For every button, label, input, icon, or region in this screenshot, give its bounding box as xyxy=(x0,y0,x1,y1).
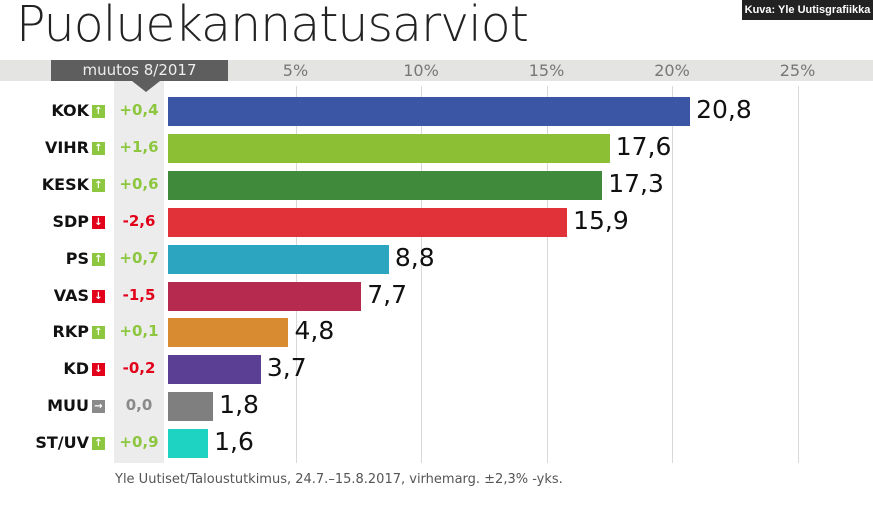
x-tick-label: 20% xyxy=(654,61,690,80)
change-value: 0,0 xyxy=(125,396,153,415)
bar xyxy=(168,133,610,163)
party-label: VAS xyxy=(53,285,89,305)
bar-value-label: 17,6 xyxy=(615,131,672,161)
party-label: SDP xyxy=(52,211,89,231)
party-label: PS xyxy=(65,248,89,268)
change-value: -2,6 xyxy=(122,211,156,230)
bar-value-label: 20,8 xyxy=(696,95,752,124)
bar xyxy=(168,318,289,348)
image-credit: Kuva: Yle Uutisgrafiikka xyxy=(742,0,873,20)
party-label: KD xyxy=(63,359,89,379)
arrow-up-icon: ↑ xyxy=(92,326,105,340)
bar xyxy=(168,355,261,385)
arrow-up-icon: ↑ xyxy=(92,141,105,155)
arrow-up-icon: ↑ xyxy=(92,437,105,451)
party-label: KOK xyxy=(51,101,89,120)
change-value: -0,2 xyxy=(122,359,156,378)
change-column-background xyxy=(114,81,164,463)
bar xyxy=(168,207,568,237)
x-tick-label: 10% xyxy=(403,61,439,80)
bar-value-label: 4,8 xyxy=(294,316,335,346)
change-value: -1,5 xyxy=(122,285,156,304)
change-value: +0,1 xyxy=(119,322,159,341)
bar xyxy=(168,97,691,126)
arrow-up-icon: ↑ xyxy=(92,105,105,118)
change-column-header: muutos 8/2017 xyxy=(51,60,228,81)
source-note: Yle Uutiset/Taloustutkimus, 24.7.–15.8.2… xyxy=(115,472,563,487)
x-tick-label: 5% xyxy=(282,61,309,80)
chart-title: Puoluekannatusarviot xyxy=(16,0,529,53)
party-label: VIHR xyxy=(44,137,89,157)
arrow-up-icon: ↑ xyxy=(92,252,105,266)
bar-value-label: 3,7 xyxy=(266,353,307,383)
bar-value-label: 1,8 xyxy=(219,390,259,420)
change-value: +0,9 xyxy=(119,433,159,452)
arrow-down-icon: ↓ xyxy=(92,215,105,229)
gridline xyxy=(295,86,297,463)
gridline xyxy=(797,86,799,463)
gridline xyxy=(672,86,673,463)
bar xyxy=(168,392,214,422)
bar-value-label: 17,3 xyxy=(608,168,664,198)
x-tick-label: 15% xyxy=(528,61,565,80)
header-pointer xyxy=(132,81,160,92)
party-label: MUU xyxy=(47,396,89,416)
x-tick-label: 25% xyxy=(779,61,816,80)
party-label: RKP xyxy=(52,322,89,342)
arrow-down-icon: ↓ xyxy=(92,363,105,377)
bar xyxy=(168,170,603,200)
bar xyxy=(168,281,362,311)
bar xyxy=(168,244,389,274)
arrow-right-icon: → xyxy=(92,400,105,414)
change-value: +0,4 xyxy=(119,101,159,119)
party-label: KESK xyxy=(41,174,89,194)
bar xyxy=(168,429,209,459)
change-value: +1,6 xyxy=(119,137,159,156)
bar-value-label: 8,8 xyxy=(394,242,435,272)
bar-value-label: 1,6 xyxy=(214,427,254,457)
gridline xyxy=(421,86,422,463)
change-value: +0,6 xyxy=(119,174,159,193)
gridline xyxy=(546,86,548,463)
bar-value-label: 15,9 xyxy=(573,205,629,235)
arrow-down-icon: ↓ xyxy=(92,289,105,303)
bar-value-label: 7,7 xyxy=(367,279,408,309)
change-value: +0,7 xyxy=(119,248,159,267)
party-label: ST/UV xyxy=(35,433,89,453)
arrow-up-icon: ↑ xyxy=(92,178,105,192)
